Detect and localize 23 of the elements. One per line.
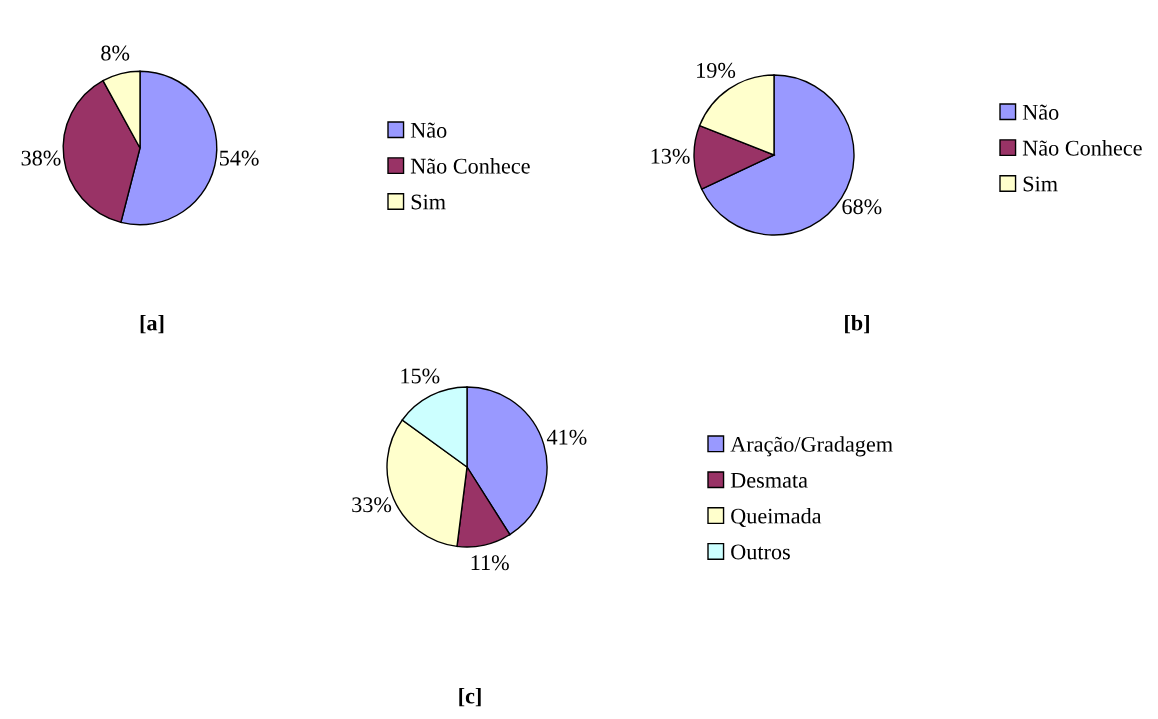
data-label: 38%: [21, 150, 61, 166]
legend-label: Queimada: [731, 507, 822, 527]
data-label: 15%: [401, 368, 440, 384]
text: [a]: [140, 314, 164, 334]
data-label: 8%: [101, 45, 130, 61]
legend-label: Desmata: [730, 472, 808, 488]
legend-label: Não Conhece: [410, 157, 530, 174]
data-label: 11%: [471, 555, 509, 571]
data-label: 19%: [697, 62, 736, 78]
data-label: 68%: [842, 199, 882, 215]
legend-label: Sim: [411, 194, 446, 210]
data-label: 54%: [219, 150, 259, 166]
data-label: 41%: [546, 429, 587, 445]
legend-label: Sim: [1023, 176, 1058, 192]
data-label: 33%: [352, 497, 392, 513]
legend-label: Outros: [731, 544, 790, 560]
text: [b]: [845, 314, 869, 334]
text: [c]: [459, 687, 481, 707]
legend-label: Não: [1022, 104, 1059, 120]
legend-label: Não Conhece: [1022, 139, 1142, 156]
legend-label: Aração/Gradagem: [730, 436, 893, 457]
legend-label: Não: [410, 122, 447, 138]
data-label: 13%: [651, 148, 690, 164]
